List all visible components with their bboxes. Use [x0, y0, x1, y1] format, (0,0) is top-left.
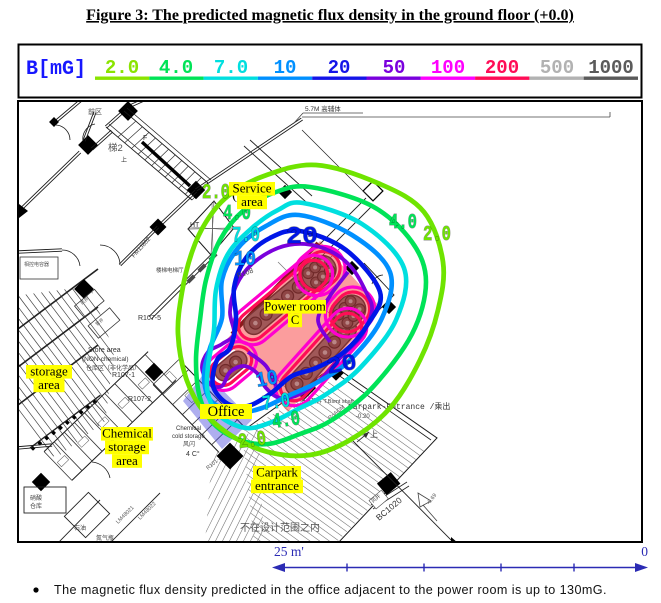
svg-text:area: area [38, 377, 60, 392]
svg-text:20: 20 [325, 350, 359, 381]
svg-text:7.0: 7.0 [214, 57, 248, 79]
svg-text:梯2: 梯2 [108, 142, 123, 154]
svg-text:Store area: Store area [88, 347, 121, 354]
svg-text:cold storage: cold storage [172, 434, 205, 440]
svg-text:1000: 1000 [588, 57, 634, 79]
svg-text:上: 上 [121, 156, 127, 164]
svg-text:F: F [143, 135, 147, 142]
svg-text:2.0: 2.0 [105, 57, 139, 79]
svg-text:storage: storage [30, 364, 68, 379]
svg-text:相控电容器: 相控电容器 [24, 261, 49, 268]
svg-text:Chemical: Chemical [102, 426, 152, 441]
svg-text:storage: storage [108, 439, 146, 454]
svg-text:10: 10 [254, 367, 280, 393]
svg-text:前区: 前区 [88, 107, 102, 116]
svg-text:200: 200 [485, 57, 519, 79]
svg-text:20: 20 [286, 224, 318, 251]
svg-text:管井: 管井 [94, 316, 106, 327]
svg-text:100: 100 [431, 57, 465, 79]
svg-text:石油: 石油 [74, 524, 86, 532]
svg-text:2.0: 2.0 [423, 224, 451, 247]
svg-text:10: 10 [234, 249, 256, 272]
svg-text:0: 0 [641, 544, 648, 559]
svg-text:50: 50 [383, 57, 406, 79]
svg-text:墙身风井 T.Bsmt shaft: 墙身风井 T.Bsmt shaft [300, 397, 354, 405]
svg-text:R107-2: R107-2 [128, 396, 151, 403]
svg-text:500: 500 [540, 57, 574, 79]
svg-text:氮气瓶: 氮气瓶 [96, 534, 114, 542]
svg-text:2.0: 2.0 [237, 428, 268, 455]
svg-text:Figure 3: The predicted magnet: Figure 3: The predicted magnetic flux de… [86, 7, 574, 24]
svg-text:不在设计范围之内: 不在设计范围之内 [240, 521, 320, 534]
svg-text:HT: HT [190, 222, 200, 229]
svg-text:B[mG]: B[mG] [26, 58, 86, 81]
svg-text:25 m': 25 m' [274, 544, 304, 559]
svg-text:R107-5: R107-5 [138, 315, 161, 322]
svg-text:风闪: 风闪 [183, 440, 195, 448]
svg-text:4.0: 4.0 [159, 57, 193, 79]
svg-text:(NON-chemical): (NON-chemical) [82, 356, 129, 363]
svg-text:Carpark: Carpark [256, 465, 298, 480]
svg-text:风井: 风井 [79, 295, 91, 306]
svg-text:area: area [241, 194, 263, 209]
svg-text:4 C°: 4 C° [186, 450, 200, 458]
svg-text:10: 10 [274, 57, 297, 79]
svg-text:20: 20 [328, 57, 351, 79]
svg-text:仓库: 仓库 [30, 502, 42, 510]
svg-text:仓库区（非化学品）: 仓库区（非化学品） [86, 364, 140, 372]
svg-text:楼梯电梯厅: 楼梯电梯厅 [156, 266, 184, 274]
svg-text:Chemical: Chemical [176, 426, 201, 432]
svg-text:4.0: 4.0 [389, 212, 417, 235]
svg-text:上: 上 [370, 430, 378, 439]
svg-text:-0.20: -0.20 [356, 414, 370, 420]
svg-text:area: area [116, 453, 138, 468]
svg-text:7.0: 7.0 [232, 225, 260, 248]
svg-text:Power room: Power room [264, 300, 326, 314]
svg-text:The magnetic flux density pred: The magnetic flux density predicted in t… [54, 583, 607, 597]
svg-text:7.0: 7.0 [261, 390, 292, 417]
svg-text:风井: 风井 [370, 493, 382, 505]
svg-text:Carpark-Entrance /乘出: Carpark-Entrance /乘出 [348, 401, 450, 412]
svg-text:C: C [291, 313, 299, 327]
svg-text:Office: Office [208, 404, 245, 420]
svg-text:2.0: 2.0 [202, 182, 230, 205]
svg-text:5.7M 高辅体: 5.7M 高辅体 [305, 104, 341, 113]
svg-text:硝酸: 硝酸 [30, 494, 42, 502]
svg-text:entrance: entrance [255, 478, 299, 493]
svg-text:Service: Service [233, 181, 272, 196]
svg-text:4.0: 4.0 [271, 408, 302, 435]
